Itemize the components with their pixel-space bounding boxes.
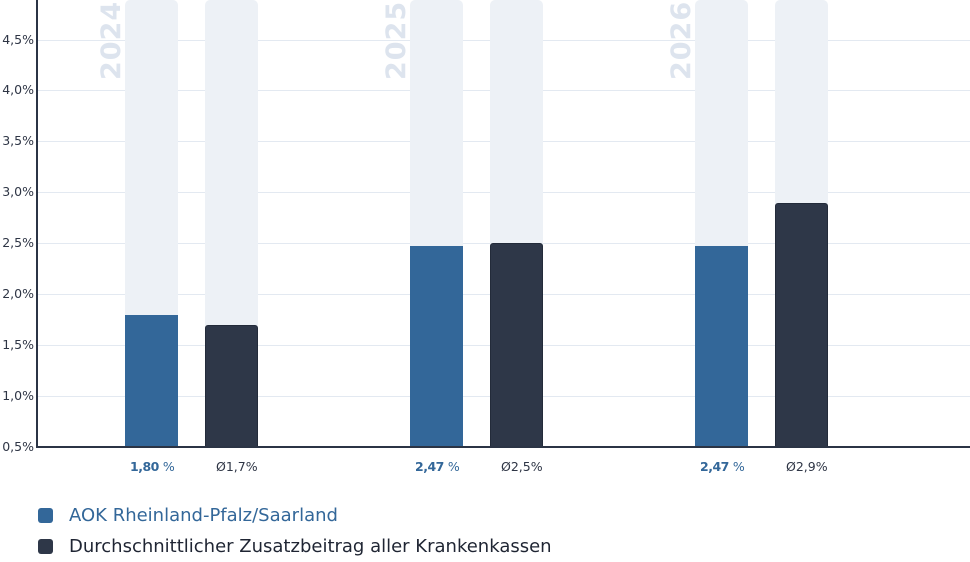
- y-tick-label: 1,0%: [2, 388, 34, 403]
- legend-swatch-icon: [38, 508, 53, 523]
- y-tick-label: 4,5%: [2, 32, 34, 47]
- y-tick-label: 2,0%: [2, 286, 34, 301]
- bar-average[interactable]: [490, 243, 543, 447]
- y-axis-line: [36, 0, 38, 448]
- year-label: 2025: [381, 0, 412, 80]
- value-label: 2,47 %: [415, 459, 460, 474]
- year-label: 2024: [96, 0, 127, 80]
- bar-aok[interactable]: [410, 246, 463, 447]
- value-label: Ø2,5%: [501, 459, 543, 474]
- legend-swatch-icon: [38, 539, 53, 554]
- value-label: 2,47 %: [700, 459, 745, 474]
- legend-label: Durchschnittlicher Zusatzbeitrag aller K…: [69, 536, 552, 557]
- bar-aok[interactable]: [695, 246, 748, 447]
- y-tick-label: 2,5%: [2, 235, 34, 250]
- bar-average[interactable]: [775, 203, 828, 447]
- value-label: Ø1,7%: [216, 459, 258, 474]
- y-tick-label: 3,0%: [2, 184, 34, 199]
- bar-aok[interactable]: [125, 315, 178, 447]
- x-axis-line: [36, 446, 970, 448]
- y-tick-label: 4,0%: [2, 82, 34, 97]
- y-tick-label: 0,5%: [2, 439, 34, 454]
- value-label: Ø2,9%: [786, 459, 828, 474]
- value-label: 1,80 %: [130, 459, 175, 474]
- legend-item-aok[interactable]: AOK Rheinland-Pfalz/Saarland: [38, 500, 552, 531]
- legend: AOK Rheinland-Pfalz/Saarland Durchschnit…: [38, 500, 552, 562]
- legend-item-average[interactable]: Durchschnittlicher Zusatzbeitrag aller K…: [38, 531, 552, 562]
- legend-label: AOK Rheinland-Pfalz/Saarland: [69, 505, 338, 526]
- year-label: 2026: [666, 0, 697, 80]
- y-tick-label: 1,5%: [2, 337, 34, 352]
- y-tick-label: 3,5%: [2, 133, 34, 148]
- bar-average[interactable]: [205, 325, 258, 447]
